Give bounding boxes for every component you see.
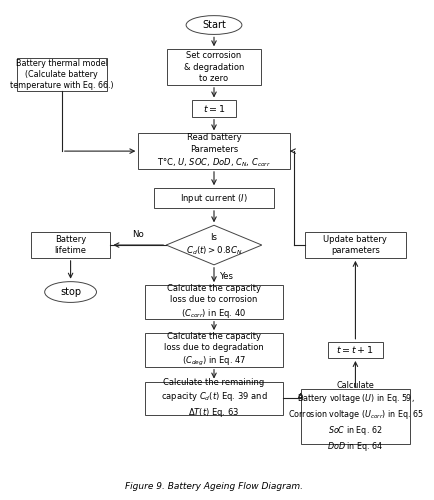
Text: Is
$C_d(t)>0.8C_N$: Is $C_d(t)>0.8C_N$: [185, 233, 242, 257]
Text: Battery
lifetime: Battery lifetime: [54, 235, 86, 255]
Ellipse shape: [186, 16, 241, 34]
Ellipse shape: [45, 282, 96, 302]
Text: $t=t+1$: $t=t+1$: [335, 344, 374, 356]
Text: $t=1$: $t=1$: [202, 103, 225, 114]
FancyBboxPatch shape: [192, 100, 235, 116]
Text: Calculate the capacity
loss due to corrosion
($C_{corr}$) in Eq. 40: Calculate the capacity loss due to corro…: [167, 284, 260, 320]
FancyBboxPatch shape: [145, 333, 282, 366]
Text: Calculate
Battery voltage ($U$) in Eq. 59,
Corrosion voltage ($U_{corr}$) in Eq.: Calculate Battery voltage ($U$) in Eq. 5…: [287, 380, 422, 452]
Text: No: No: [132, 230, 144, 239]
FancyBboxPatch shape: [31, 232, 110, 258]
FancyBboxPatch shape: [17, 58, 106, 92]
Text: Calculate the capacity
loss due to degradation
($C_{deg}$) in Eq. 47: Calculate the capacity loss due to degra…: [164, 332, 263, 368]
Text: stop: stop: [60, 287, 81, 297]
Text: Start: Start: [202, 20, 225, 30]
FancyBboxPatch shape: [304, 232, 405, 258]
Polygon shape: [166, 226, 261, 265]
Text: Set corrosion
& degradation
to zero: Set corrosion & degradation to zero: [184, 52, 243, 82]
Text: Update battery
parameters: Update battery parameters: [323, 235, 386, 255]
Text: Read battery
Parameters
T°C, $U$, $SOC$, $DoD$, $C_N$, $C_{corr}$: Read battery Parameters T°C, $U$, $SOC$,…: [157, 134, 270, 169]
FancyBboxPatch shape: [145, 382, 282, 415]
FancyBboxPatch shape: [327, 342, 382, 358]
Text: Input current ($I$): Input current ($I$): [180, 192, 247, 204]
FancyBboxPatch shape: [138, 134, 289, 169]
Text: Calculate the remaining
capacity $C_d(t)$ Eq. 39 and
$\Delta T(t)$ Eq. 63: Calculate the remaining capacity $C_d(t)…: [160, 378, 267, 418]
FancyBboxPatch shape: [300, 390, 409, 444]
FancyBboxPatch shape: [167, 50, 260, 85]
Text: Yes: Yes: [220, 272, 233, 281]
Text: Figure 9. Battery Ageing Flow Diagram.: Figure 9. Battery Ageing Flow Diagram.: [125, 482, 302, 491]
FancyBboxPatch shape: [145, 285, 282, 318]
FancyBboxPatch shape: [154, 188, 273, 208]
Text: Battery thermal model
(Calculate battery
temperature with Eq. 66.): Battery thermal model (Calculate battery…: [10, 59, 113, 90]
